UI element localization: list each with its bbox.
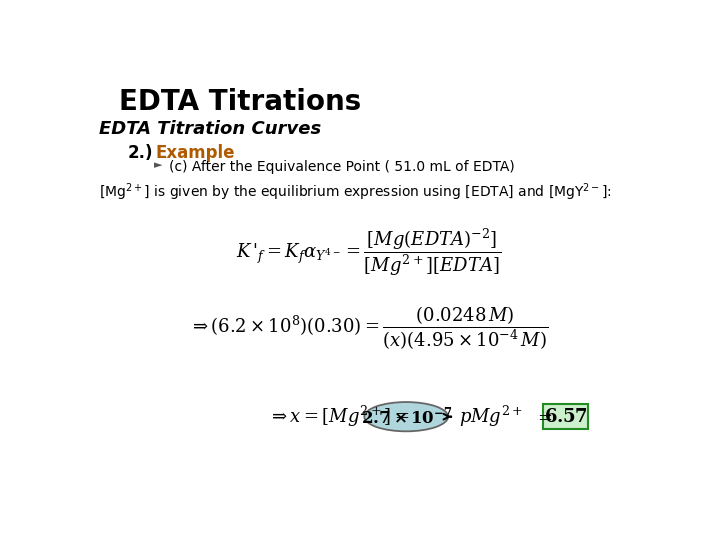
Text: EDTA Titrations: EDTA Titrations — [120, 88, 361, 116]
Ellipse shape — [364, 402, 448, 431]
Text: ►: ► — [153, 160, 162, 170]
Text: $\mathbf{6.57}$: $\mathbf{6.57}$ — [544, 408, 588, 426]
FancyBboxPatch shape — [544, 404, 588, 429]
Text: $\Rightarrow x = [Mg^{2+}] =$: $\Rightarrow x = [Mg^{2+}] =$ — [269, 404, 410, 429]
Text: $[\mathrm{Mg}^{2+}]$ is given by the equilibrium expression using [EDTA] and $[\: $[\mathrm{Mg}^{2+}]$ is given by the equ… — [99, 182, 612, 204]
Text: $=$: $=$ — [534, 408, 553, 426]
Text: $K\,' _{f} = K_{f}\alpha_{Y^{4-}} = \dfrac{[Mg(EDTA)^{-2}]}{[Mg^{2+}][EDTA]}$: $K\,' _{f} = K_{f}\alpha_{Y^{4-}} = \dfr… — [236, 226, 502, 278]
Text: EDTA Titration Curves: EDTA Titration Curves — [99, 120, 322, 138]
Text: $pMg^{2+}$: $pMg^{2+}$ — [459, 404, 523, 429]
Text: $\Rightarrow (6.2\times10^{8})(0.30) = \dfrac{(0.0248\,M)}{(x)(4.95\times10^{-4}: $\Rightarrow (6.2\times10^{8})(0.30) = \… — [189, 305, 549, 352]
Text: Example: Example — [156, 144, 235, 162]
Text: $\mathbf{2.7\times10^{-7}}$: $\mathbf{2.7\times10^{-7}}$ — [361, 406, 452, 428]
Text: 2.): 2.) — [127, 144, 153, 162]
Text: (c) After the Equivalence Point ( 51.0 mL of EDTA): (c) After the Equivalence Point ( 51.0 m… — [169, 160, 515, 174]
